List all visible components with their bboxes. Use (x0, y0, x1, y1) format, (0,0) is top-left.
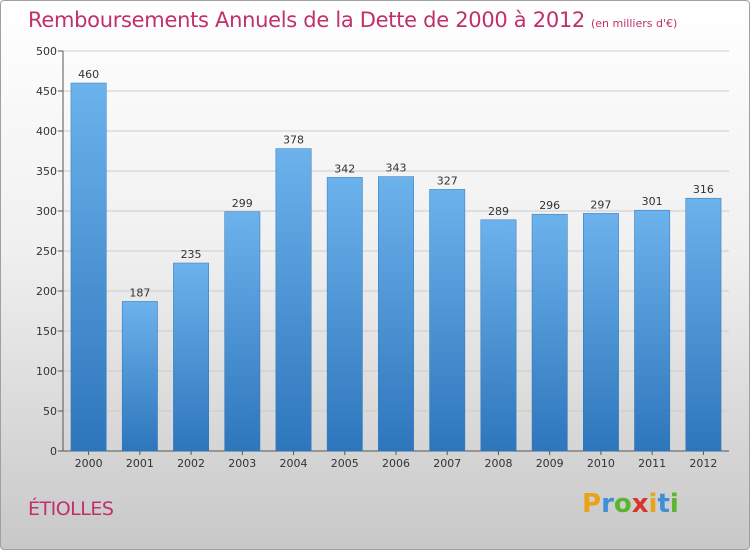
y-tick-label: 150 (36, 325, 57, 338)
logo-letter: i (669, 489, 679, 519)
y-tick-label: 400 (36, 125, 57, 138)
logo-letter: x (631, 489, 649, 519)
bar-2009 (531, 213, 568, 452)
x-tick-label-2011: 2011 (638, 457, 666, 470)
data-label-2003: 299 (232, 197, 253, 210)
y-tick-label: 500 (36, 45, 57, 58)
bar-2002 (173, 262, 210, 452)
bar-2001 (121, 301, 158, 452)
y-tick-label: 0 (50, 445, 57, 458)
bar-2010 (582, 213, 619, 452)
bars (70, 82, 722, 452)
x-tick-label-2002: 2002 (177, 457, 205, 470)
y-tick-label: 450 (36, 85, 57, 98)
y-tick-label: 50 (43, 405, 57, 418)
chart-title-text: Remboursements Annuels de la Dette de 20… (28, 8, 585, 32)
y-tick-label: 250 (36, 245, 57, 258)
bar-2004 (275, 148, 312, 452)
data-label-2009: 296 (539, 199, 560, 212)
x-tick-label-2012: 2012 (689, 457, 717, 470)
bar-2000 (70, 82, 107, 452)
x-tick-label-2005: 2005 (331, 457, 359, 470)
bar-2007 (429, 189, 466, 452)
bar-2005 (326, 177, 363, 452)
logo-letter: o (613, 489, 632, 519)
x-tick-label-2010: 2010 (587, 457, 615, 470)
y-tick-label: 100 (36, 365, 57, 378)
bar-2008 (480, 219, 517, 452)
chart-unit-note: (en milliers d'€) (591, 17, 678, 30)
commune-name: ÉTIOLLES (28, 498, 114, 520)
bar-2006 (378, 176, 414, 452)
logo-letter: P (582, 489, 602, 519)
x-tick-label-2001: 2001 (126, 457, 154, 470)
data-label-2007: 327 (437, 174, 458, 187)
bar-2011 (634, 209, 671, 452)
data-label-2012: 316 (693, 183, 714, 196)
logo-letter: t (657, 489, 670, 519)
data-label-2011: 301 (642, 195, 663, 208)
y-tick-label: 200 (36, 285, 57, 298)
logo-letter: i (648, 489, 658, 519)
chart-title: Remboursements Annuels de la Dette de 20… (28, 8, 677, 32)
logo-letter: r (601, 489, 614, 519)
data-label-2008: 289 (488, 205, 509, 218)
bar-2003 (224, 211, 261, 452)
x-tick-label-2007: 2007 (433, 457, 461, 470)
data-label-2002: 235 (181, 248, 202, 261)
x-tick-label-2003: 2003 (228, 457, 256, 470)
x-tick-label-2000: 2000 (75, 457, 103, 470)
data-label-2004: 378 (283, 134, 304, 147)
data-label-2006: 343 (386, 162, 407, 175)
proxiti-logo: Proxiti (582, 489, 679, 519)
data-label-2001: 187 (129, 286, 150, 299)
labels: 0 50 100 150 200 250 300 350 400 450 500 460 2000 187… (36, 45, 717, 470)
data-label-2005: 342 (334, 162, 355, 175)
data-label-2010: 297 (590, 198, 611, 211)
data-label-2000: 460 (78, 68, 99, 81)
x-tick-label-2004: 2004 (280, 457, 308, 470)
bar-2012 (685, 197, 722, 452)
x-tick-label-2009: 2009 (536, 457, 564, 470)
x-tick-label-2006: 2006 (382, 457, 410, 470)
y-tick-label: 300 (36, 205, 57, 218)
y-tick-label: 350 (36, 165, 57, 178)
x-tick-label-2008: 2008 (484, 457, 512, 470)
